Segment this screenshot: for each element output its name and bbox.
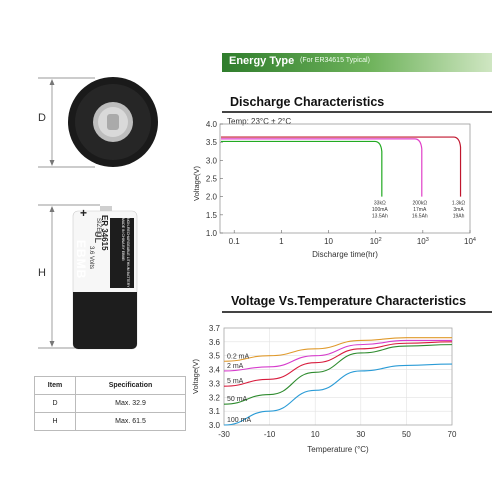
dim-h-label: H (38, 267, 46, 279)
y-tick-label: 1.0 (206, 229, 218, 238)
table-row: H Max. 61.5 (34, 412, 186, 431)
series-annotation: 3mA (453, 207, 464, 213)
temperature-series-line (223, 337, 452, 362)
spec-value: Max. 61.5 (75, 412, 186, 431)
arrow-up-icon (49, 79, 55, 85)
y-tick-label: 3.5 (206, 138, 218, 147)
x-tick-label: 103 (417, 237, 429, 246)
temperature-series-line (223, 363, 453, 426)
y-tick-label: 3.7 (209, 324, 221, 333)
temperature-chart: 3.0 3.1 3.2 3.3 3.4 3.5 3.6 3.7 -30 -10 10 30 50 70 Te… (191, 324, 457, 454)
discharge-chart-title: Discharge Characteristics (230, 95, 385, 109)
energy-type-subtitle: (For ER34615 Typical) (300, 57, 370, 64)
spec-header-spec: Specification (75, 376, 186, 395)
series-annotation: 16.5Ah (412, 214, 428, 220)
spec-table-header: Item Specification (34, 376, 186, 395)
battery-label-strip (110, 218, 134, 288)
x-tick-label: 50 (402, 430, 411, 439)
battery-logo: EBMB (74, 240, 88, 280)
discharge-chart: 1.0 1.5 2.0 2.5 3.0 3.5 4.0 0.1 1 10 102 103 104 Disc… (192, 120, 476, 259)
series-annotation: 17mA (413, 207, 427, 213)
y-tick-label: 4.0 (206, 120, 218, 129)
battery-terminal-nub (107, 114, 119, 130)
x-tick-label: 1 (279, 237, 284, 246)
temperature-series-line (223, 344, 453, 405)
temperature-chart-title: Voltage Vs.Temperature Characteristics (231, 294, 467, 308)
arrow-down-icon (49, 341, 55, 347)
temperature-series-line (223, 341, 453, 387)
y-tick-label: 2.0 (206, 193, 218, 202)
discharge-series-line (220, 136, 462, 197)
y-tick-label: 3.5 (209, 352, 221, 361)
table-row: D Max. 32.9 (34, 394, 186, 413)
x-tick-label: 10 (311, 430, 320, 439)
dim-d-label: D (38, 112, 46, 124)
x-tick-label: 104 (464, 237, 476, 246)
spec-item: D (34, 394, 76, 413)
series-label: 0.2 mA (227, 353, 250, 360)
battery-terminal-side (100, 206, 112, 212)
discharge-temp-note: Temp: 23°C ± 2°C (227, 117, 292, 126)
series-label: 50 mA (227, 396, 248, 403)
series-annotation: 200kΩ (412, 201, 427, 207)
battery-made-in: MADE IN CHINA BY EBMB (121, 218, 125, 261)
x-tick-label: 102 (370, 237, 382, 246)
spec-item: H (34, 412, 76, 431)
temperature-series-line (223, 339, 452, 372)
y-tick-label: 3.2 (209, 393, 221, 402)
battery-base (73, 292, 137, 349)
y-tick-label: 2.5 (206, 175, 218, 184)
energy-type-title: Energy Type (229, 55, 295, 67)
series-annotation: 13.5Ah (372, 214, 388, 220)
series-annotation: 100mA (372, 207, 389, 213)
y-axis-label: Voltage(V) (192, 165, 201, 201)
plot-frame (219, 123, 471, 234)
x-tick-label: -30 (218, 430, 230, 439)
y-axis-label: Voltage(V) (191, 358, 200, 394)
x-tick-label: 0.1 (229, 237, 241, 246)
y-tick-label: 3.3 (209, 379, 221, 388)
discharge-series-line (220, 140, 383, 197)
discharge-series-line (220, 138, 423, 197)
energy-type-banner (222, 53, 492, 72)
series-label: 5 mA (227, 378, 244, 385)
series-annotation: 1.3kΩ (452, 201, 465, 207)
plus-mark: + (80, 206, 88, 220)
battery-spec-line: NON-RECHARGEABLE LITHIUM BATTERY (126, 218, 130, 288)
battery-side-view (38, 204, 138, 350)
y-tick-label: 1.5 (206, 211, 218, 220)
x-axis-label: Temperature (°C) (307, 445, 369, 454)
arrow-up-icon (49, 206, 55, 212)
y-tick-label: 3.0 (206, 156, 218, 165)
series-label: 100 mA (227, 417, 251, 424)
series-annotation: 19Ah (453, 214, 465, 220)
x-tick-label: 30 (356, 430, 365, 439)
x-tick-label: 10 (324, 237, 333, 246)
y-tick-label: 3.1 (209, 407, 221, 416)
y-tick-label: 3.0 (209, 421, 221, 430)
spec-value: Max. 32.9 (75, 394, 186, 413)
battery-base-top (73, 292, 137, 302)
battery-size: SIZE D (95, 218, 101, 238)
series-label: 2 mA (227, 363, 244, 370)
x-tick-label: -10 (264, 430, 276, 439)
y-tick-label: 3.6 (209, 338, 221, 347)
battery-top-view (38, 77, 158, 168)
battery-voltage: 3.6 Volts (88, 246, 94, 270)
battery-model: ER 34615 (100, 215, 109, 251)
spec-table: Item Specification D Max. 32.9 H Max. 61… (34, 376, 186, 431)
plot-frame (223, 327, 453, 426)
arrow-down-icon (49, 160, 55, 166)
spec-header-item: Item (34, 376, 76, 395)
y-tick-label: 3.4 (209, 366, 221, 375)
x-axis-label: Discharge time(hr) (312, 250, 378, 259)
discharge-title-underline (222, 111, 492, 113)
temperature-title-underline (222, 311, 492, 313)
series-annotation: 33kΩ (374, 201, 386, 207)
x-tick-label: 70 (448, 430, 457, 439)
